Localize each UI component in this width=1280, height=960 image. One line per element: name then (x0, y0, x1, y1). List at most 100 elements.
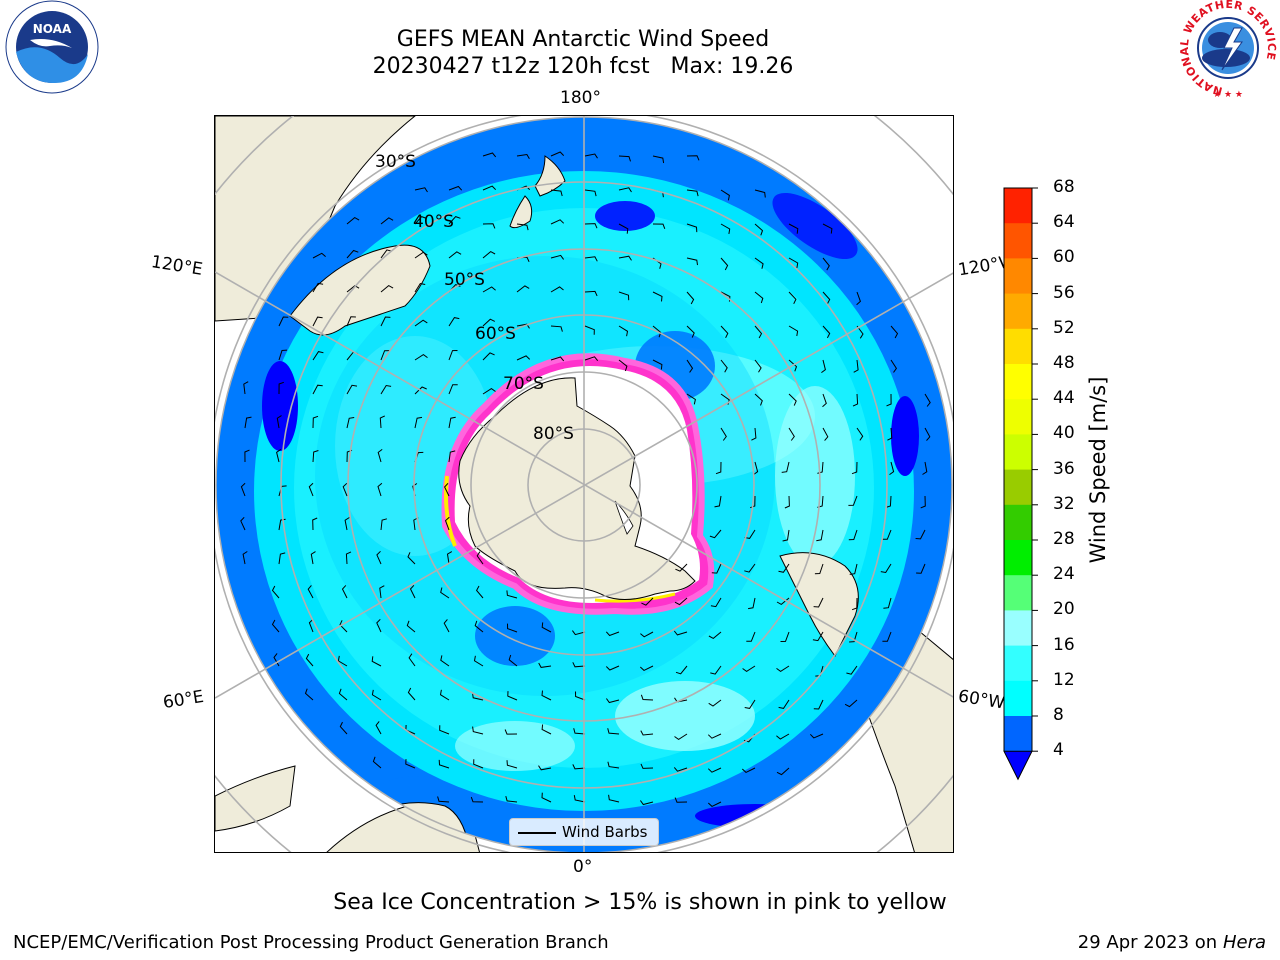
wind-barb (640, 763, 654, 769)
colorbar-under-arrow (1003, 750, 1033, 781)
colorbar-tick-label: 64 (1053, 212, 1075, 233)
wind-barb (788, 427, 795, 441)
colorbar-segment (1004, 575, 1032, 611)
wind-barb (379, 585, 385, 599)
wind-barb (474, 620, 484, 633)
colorbar-segment (1004, 716, 1032, 752)
wind-barb (376, 618, 382, 633)
wind-barb (440, 587, 450, 599)
wind-barb (550, 219, 565, 225)
wind-barb (507, 623, 518, 633)
colorbar-tick-label: 16 (1053, 634, 1075, 655)
wind-barb (414, 216, 427, 225)
wind-barb (516, 153, 530, 160)
wind-barb (707, 801, 722, 807)
wind-barb (380, 518, 388, 531)
wind-barbs (240, 151, 931, 807)
wind-barb (754, 189, 766, 198)
wind-barb (788, 393, 797, 406)
wind-barb (816, 529, 824, 542)
wind-barb (482, 152, 497, 158)
wind-barb (922, 461, 928, 475)
wind-barb (405, 759, 416, 769)
wind-barb (244, 416, 252, 429)
wind-barb (273, 653, 280, 667)
wind-barb (448, 450, 456, 463)
wind-barb (550, 151, 565, 157)
wind-barb (538, 662, 552, 668)
wind-barb (504, 729, 518, 735)
colorbar-tick-label: 40 (1053, 423, 1075, 444)
wind-barb (380, 384, 392, 395)
colorbar-tick-label: 4 (1053, 740, 1064, 761)
wind-barb (821, 359, 826, 374)
wind-barb (754, 223, 764, 236)
wind-barb (271, 585, 280, 599)
wind-barb (438, 759, 450, 769)
wind-barb (414, 282, 426, 293)
colorbar-segment (1004, 680, 1032, 717)
wind-barb (618, 187, 632, 193)
colorbar-tick-label: 52 (1053, 317, 1075, 338)
wind-barb (605, 698, 620, 704)
wind-barb (851, 597, 858, 611)
wind-barb (573, 728, 586, 735)
wind-barb (444, 516, 450, 531)
wind-barb (686, 257, 698, 266)
wind-barb (753, 461, 759, 476)
antarctica-land (458, 377, 696, 600)
wind-barb (337, 655, 348, 667)
wind-barb (550, 356, 565, 362)
wind-barb (822, 223, 833, 234)
wind-barb (754, 393, 763, 406)
nws-logo: NATIONAL WEATHER SERVICE ★ ★ ★ (1178, 0, 1278, 100)
wind-barb (475, 585, 484, 599)
wind-barb (715, 461, 722, 475)
wind-barb (607, 728, 620, 735)
wind-barb (605, 665, 620, 671)
wind-barb (278, 518, 286, 531)
wind-barb (849, 563, 858, 575)
wind-barb (674, 733, 688, 741)
wind-barb (882, 631, 892, 642)
wind-barb (788, 359, 798, 372)
wind-barb (856, 291, 861, 306)
wind-barb (312, 384, 323, 395)
wind-field (216, 117, 952, 852)
wind-barb (814, 563, 824, 575)
wind-barb (305, 653, 314, 667)
wind-barb (853, 359, 859, 373)
colorbar-tick-label: 12 (1053, 669, 1075, 690)
wind-barb (472, 692, 484, 701)
colorbar-tick-label: 32 (1053, 493, 1075, 514)
svg-text:★ ★ ★: ★ ★ ★ (1213, 90, 1243, 100)
wind-barb (376, 550, 382, 565)
caption: Sea Ice Concentration > 15% is shown in … (333, 890, 947, 915)
wind-barb (448, 317, 460, 327)
colorbar-tick-label: 48 (1053, 353, 1075, 373)
wind-barb (856, 427, 864, 441)
noaa-logo: NOAA (5, 0, 99, 94)
wind-barb (407, 552, 416, 565)
wind-barb (482, 250, 496, 259)
wind-barb (278, 381, 284, 395)
wind-barb (754, 359, 762, 373)
wind-barb (788, 223, 799, 234)
wind-barb (380, 350, 390, 361)
colorbar-tick-label: 36 (1053, 458, 1075, 479)
colorbar-segment (1004, 293, 1032, 330)
lon-label-180: 180° (560, 88, 601, 108)
wind-barb (776, 665, 790, 673)
wind-barb (652, 291, 663, 302)
wind-barb (844, 699, 858, 708)
wind-barb (375, 721, 382, 735)
wind-barb (744, 699, 756, 709)
colorbar-tick-label: 28 (1053, 529, 1075, 549)
legend-label: Wind Barbs (562, 823, 648, 841)
graticule (215, 116, 953, 852)
colorbar-segment (1004, 328, 1032, 365)
wind-barb (407, 687, 416, 701)
wind-barb (482, 352, 495, 361)
wind-barb (308, 482, 314, 497)
wind-barb (822, 291, 831, 305)
